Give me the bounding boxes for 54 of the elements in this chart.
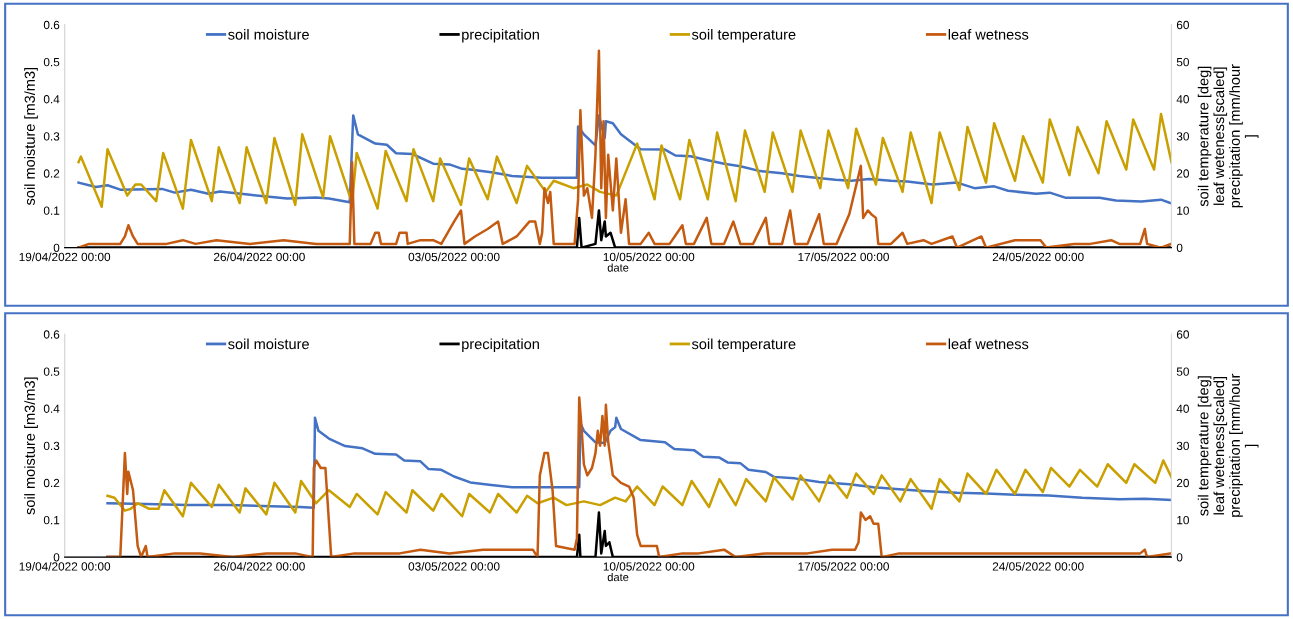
- x-tick-label: 26/04/2022 00:00: [214, 252, 305, 262]
- legend-label: leaf wetness: [948, 338, 1029, 350]
- x-tick-label: 19/04/2022 00:00: [19, 561, 111, 571]
- y2-tick-label: 60: [1176, 330, 1189, 339]
- y-tick-label: 0.3: [43, 441, 60, 451]
- x-tick-label: 26/04/2022 00:00: [214, 561, 305, 571]
- y-tick-label: 0.5: [43, 57, 60, 67]
- y2-axis-title: soil temperature [deg] leaf weteness[scaled] precipitation [mm/hour ]: [1197, 373, 1259, 517]
- y2-axis-title: soil temperature [deg] leaf weteness[scaled] precipitation [mm/hour ]: [1197, 64, 1259, 208]
- legend-label: precipitation: [462, 28, 539, 43]
- y-tick-label: 0.5: [43, 367, 60, 376]
- x-tick-label: 03/05/2022 00:00: [408, 252, 500, 262]
- legend-label: soil moisture: [228, 28, 309, 40]
- x-axis-title: date: [607, 263, 629, 272]
- x-tick-label: 10/05/2022 00:00: [603, 561, 695, 571]
- y2-tick-label: 10: [1177, 206, 1189, 215]
- legend-label: soil moisture: [228, 338, 309, 350]
- y2-tick-label: 20: [1176, 478, 1189, 488]
- y2-tick-label: 50: [1176, 367, 1189, 376]
- y-tick-label: 0: [53, 553, 60, 562]
- y2-tick-label: 30: [1176, 441, 1189, 451]
- legend-label: soil temperature: [691, 338, 796, 353]
- y2-tick-label: 50: [1176, 57, 1189, 67]
- y-tick-label: 0.4: [43, 404, 60, 413]
- y-tick-label: 0.2: [43, 478, 60, 488]
- y2-tick-label: 0: [1176, 243, 1183, 252]
- y2-tick-label: 10: [1177, 515, 1189, 525]
- y-tick-label: 0.1: [43, 515, 60, 525]
- x-tick-label: 17/05/2022 00:00: [798, 252, 889, 262]
- y2-tick-label: 20: [1176, 169, 1189, 178]
- x-tick-label: 19/04/2022 00:00: [19, 252, 111, 262]
- legend-label: soil temperature: [691, 28, 796, 43]
- x-tick-label: 17/05/2022 00:00: [798, 561, 889, 571]
- x-axis-title: date: [607, 572, 629, 582]
- legend-label: leaf wetness: [948, 28, 1029, 40]
- x-tick-label: 10/05/2022 00:00: [603, 252, 695, 262]
- y-tick-label: 0.6: [43, 20, 60, 30]
- y2-tick-label: 60: [1176, 20, 1189, 30]
- y2-tick-label: 40: [1176, 95, 1189, 104]
- x-tick-label: 24/05/2022 00:00: [992, 252, 1084, 262]
- legend-label: precipitation: [462, 338, 539, 353]
- y-tick-label: 0.4: [43, 95, 60, 104]
- y-axis-title: soil moisture [m3/m3]: [24, 67, 38, 206]
- y-tick-label: 0: [53, 243, 60, 252]
- y2-tick-label: 0: [1176, 553, 1183, 562]
- y-axis-title: soil moisture [m3/m3]: [24, 377, 38, 515]
- x-tick-label: 24/05/2022 00:00: [992, 561, 1084, 571]
- y2-tick-label: 40: [1176, 404, 1189, 413]
- x-tick-label: 03/05/2022 00:00: [408, 561, 500, 571]
- y-tick-label: 0.2: [43, 169, 60, 178]
- y-tick-label: 0.6: [43, 330, 60, 339]
- y-tick-label: 0.3: [43, 132, 60, 141]
- y2-tick-label: 30: [1176, 132, 1189, 141]
- y-tick-label: 0.1: [43, 206, 60, 215]
